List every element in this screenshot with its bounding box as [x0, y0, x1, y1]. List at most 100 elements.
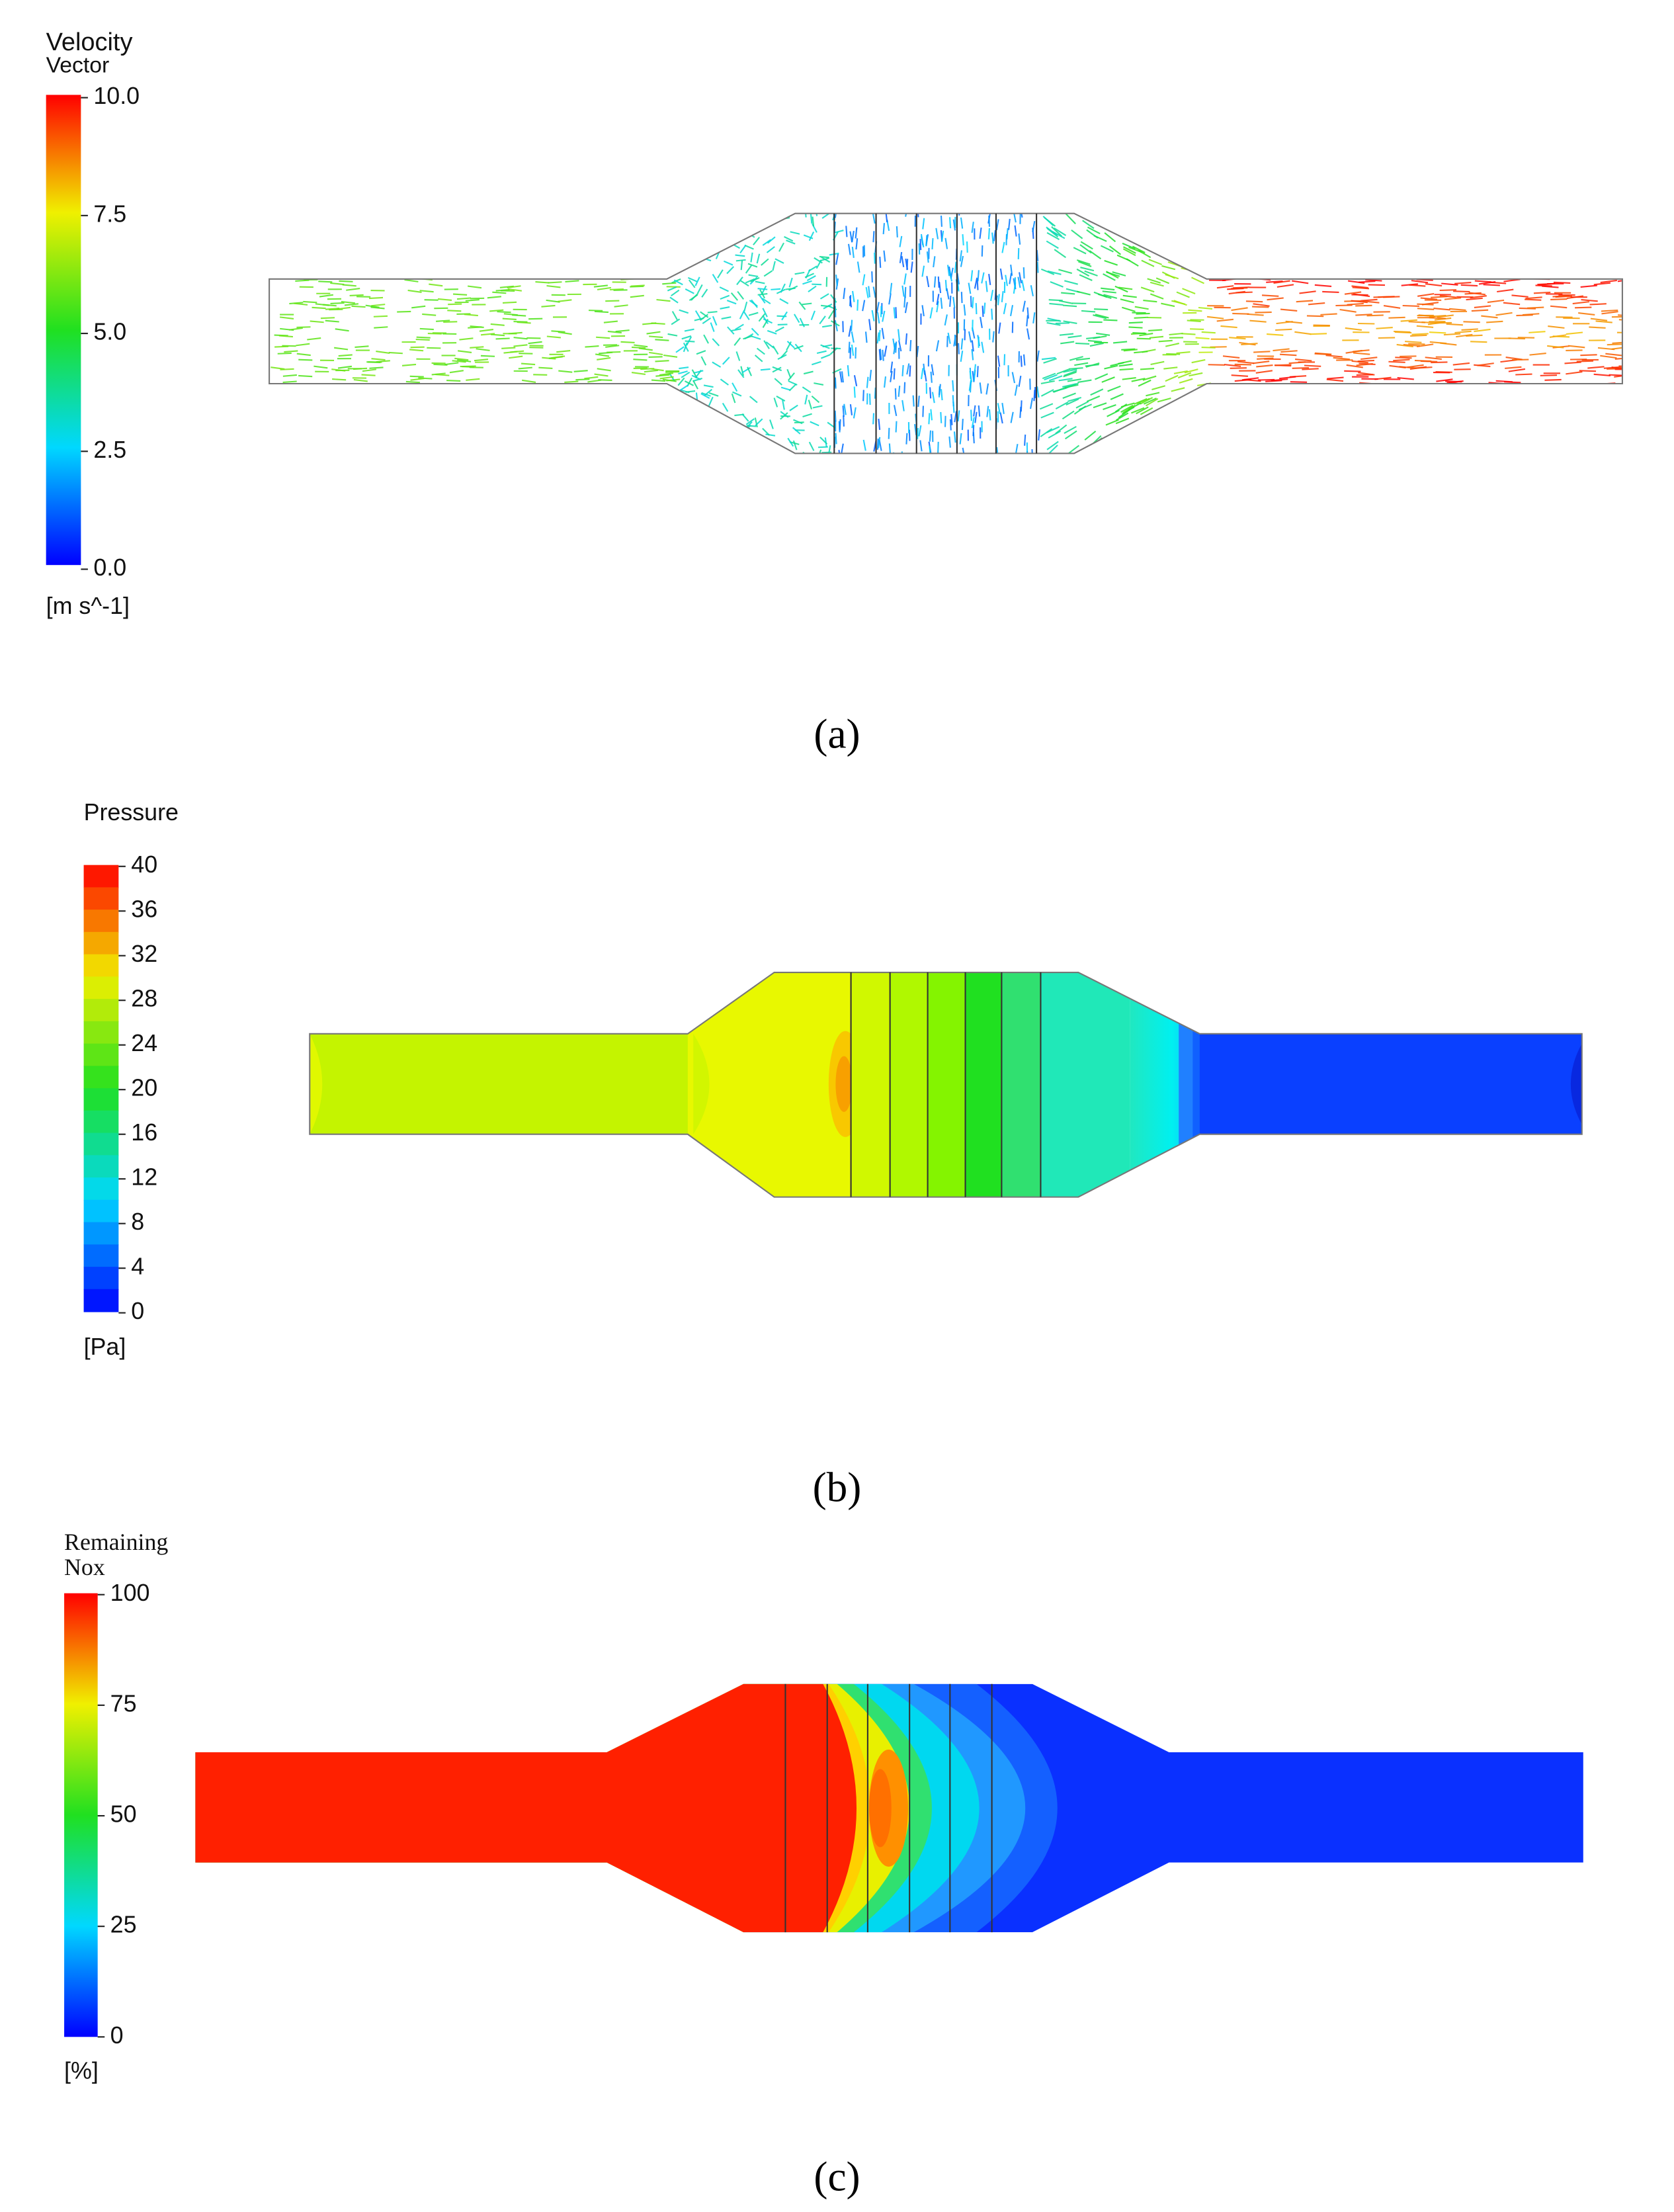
vector	[1265, 380, 1282, 382]
vector	[787, 372, 795, 381]
vector	[365, 445, 380, 448]
vector	[772, 345, 779, 355]
vector	[1110, 221, 1122, 233]
vector	[482, 386, 497, 388]
colorbar-band	[83, 1155, 119, 1179]
vector	[477, 225, 491, 228]
vector	[1335, 304, 1353, 307]
vector	[1165, 273, 1179, 280]
vector	[438, 391, 452, 395]
vector	[1075, 357, 1091, 361]
vector	[782, 400, 785, 410]
vector	[1334, 273, 1351, 277]
vector	[294, 394, 309, 397]
vector	[1362, 399, 1380, 402]
vector	[1467, 407, 1485, 411]
vector	[959, 250, 963, 262]
vector	[1359, 362, 1376, 365]
vector	[952, 395, 954, 407]
vector	[898, 329, 900, 341]
vector	[448, 433, 463, 435]
vector	[1612, 436, 1622, 440]
vector	[973, 405, 976, 417]
vector	[1486, 427, 1503, 431]
vector	[773, 398, 778, 407]
vector	[1417, 303, 1434, 306]
vector	[378, 440, 393, 443]
vector	[819, 209, 828, 213]
vector	[1167, 426, 1181, 435]
vector	[1290, 456, 1307, 458]
vector	[960, 338, 964, 350]
vector	[941, 230, 944, 242]
vector	[794, 314, 800, 323]
vector	[373, 315, 388, 318]
vector	[571, 398, 585, 401]
vector	[1591, 394, 1608, 398]
vector	[743, 301, 748, 312]
vector	[1497, 430, 1515, 433]
vector	[1122, 242, 1136, 250]
vector	[1081, 310, 1096, 313]
vector	[808, 400, 813, 410]
vector	[571, 438, 586, 441]
vector	[447, 310, 462, 312]
vector	[456, 213, 470, 216]
vector	[1237, 361, 1255, 364]
vector	[1128, 246, 1142, 253]
tick-label: 12	[131, 1164, 157, 1191]
vector	[356, 296, 371, 298]
vector	[740, 280, 749, 287]
vector	[594, 373, 608, 377]
vector	[1120, 298, 1134, 304]
vector	[968, 331, 972, 343]
vector	[1287, 220, 1305, 224]
vector	[1468, 292, 1486, 296]
vector	[1187, 441, 1200, 452]
vector	[641, 241, 655, 243]
vector	[467, 285, 482, 289]
vector	[546, 299, 560, 303]
vector	[1039, 403, 1054, 410]
vector	[1118, 286, 1133, 290]
vector	[558, 331, 572, 335]
vector	[1054, 227, 1067, 236]
tick-label: 7.5	[93, 200, 126, 227]
vector	[848, 325, 852, 337]
vector	[1169, 332, 1183, 336]
vector	[649, 269, 663, 271]
vector	[1552, 450, 1569, 453]
vector	[1600, 355, 1617, 359]
vector	[1155, 433, 1167, 444]
vector	[1151, 448, 1164, 454]
vector	[353, 367, 368, 370]
vector	[1325, 269, 1343, 272]
vector	[768, 213, 778, 219]
vector	[551, 425, 566, 428]
vector	[441, 447, 456, 450]
vector	[370, 253, 384, 255]
vector	[1444, 452, 1462, 454]
vector	[320, 385, 335, 389]
vector	[622, 402, 637, 405]
vector	[857, 299, 859, 311]
vector	[919, 440, 923, 452]
vector	[1366, 235, 1384, 239]
vector	[1593, 282, 1611, 286]
vector	[497, 245, 512, 249]
vector	[661, 421, 675, 424]
vector	[1423, 227, 1441, 231]
vector	[675, 346, 685, 353]
vector	[1040, 380, 1055, 384]
vector	[1308, 392, 1325, 396]
vector	[735, 254, 745, 257]
vector	[1171, 387, 1185, 392]
vector	[780, 283, 786, 293]
vector	[952, 380, 954, 392]
vector	[1528, 331, 1546, 333]
vector	[634, 344, 648, 348]
vector	[1390, 253, 1407, 257]
vector	[778, 242, 784, 252]
vector	[957, 410, 960, 422]
vector	[748, 274, 759, 278]
